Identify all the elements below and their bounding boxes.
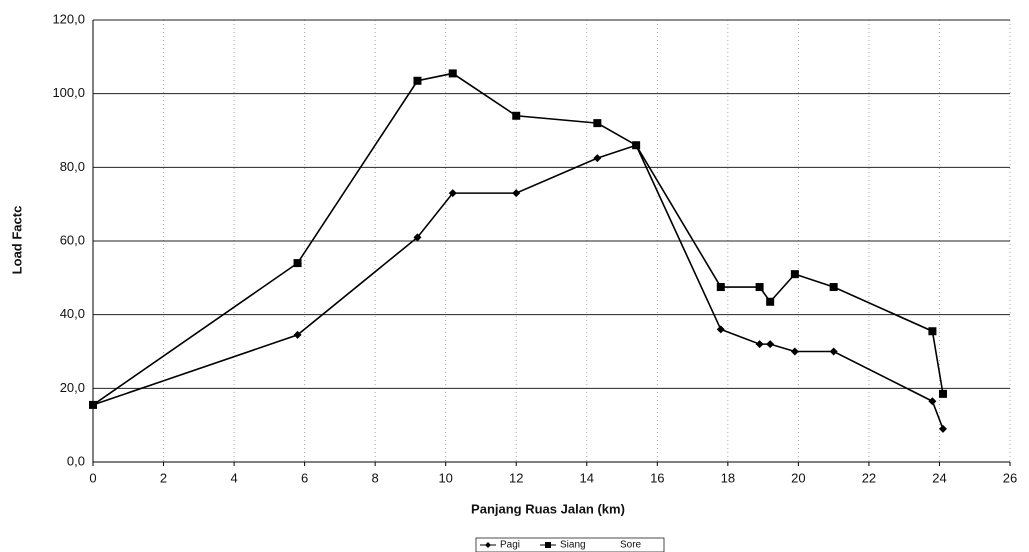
legend-label: Siang [560,540,586,551]
y-tick-label: 0,0 [67,453,85,468]
y-tick-label: 80,0 [60,159,85,174]
y-axis-title: Load Factc [9,206,24,275]
diamond-marker [790,347,799,356]
x-tick-label: 14 [580,470,594,485]
x-tick-label: 16 [650,470,664,485]
y-tick-label: 40,0 [60,306,85,321]
square-marker [829,283,838,292]
diamond-marker [716,325,725,334]
x-tick-label: 12 [509,470,523,485]
y-tick-label: 60,0 [60,232,85,247]
x-tick-label: 26 [1003,470,1017,485]
square-marker [790,270,799,279]
square-marker [593,119,602,128]
x-tick-label: 0 [89,470,96,485]
square-marker [512,111,521,120]
y-tick-label: 20,0 [60,380,85,395]
series-line [92,72,944,406]
square-marker [413,76,422,85]
legend-marker [545,542,551,548]
series-line [92,144,944,430]
square-marker [755,283,764,292]
diamond-marker [829,347,838,356]
x-tick-label: 2 [160,470,167,485]
x-axis-title: Panjang Ruas Jalan (km) [471,501,625,516]
x-tick-label: 18 [721,470,735,485]
diamond-marker [928,397,937,406]
diamond-marker [413,233,422,242]
diamond-marker [512,189,521,198]
square-marker [632,141,641,150]
legend-label: Sore [620,540,642,551]
square-marker [89,400,97,409]
square-marker [448,69,457,78]
x-tick-label: 22 [862,470,876,485]
x-tick-label: 6 [301,470,308,485]
diamond-marker [593,154,602,163]
x-tick-label: 8 [372,470,379,485]
x-tick-label: 10 [438,470,452,485]
legend-label: Pagi [500,540,520,551]
square-marker [938,389,947,398]
diamond-marker [293,330,302,339]
x-tick-label: 20 [791,470,805,485]
square-marker [766,297,775,306]
x-tick-label: 24 [932,470,946,485]
diamond-marker [755,340,764,349]
y-tick-label: 120,0 [52,11,85,26]
legend-box [475,537,665,552]
square-marker [928,327,937,336]
y-tick-label: 100,0 [52,85,85,100]
diamond-marker [448,189,457,198]
diamond-marker [766,340,775,349]
diamond-marker [938,424,947,433]
legend-marker [485,542,491,548]
square-marker [293,259,302,268]
square-marker [716,283,725,292]
x-tick-label: 4 [230,470,237,485]
